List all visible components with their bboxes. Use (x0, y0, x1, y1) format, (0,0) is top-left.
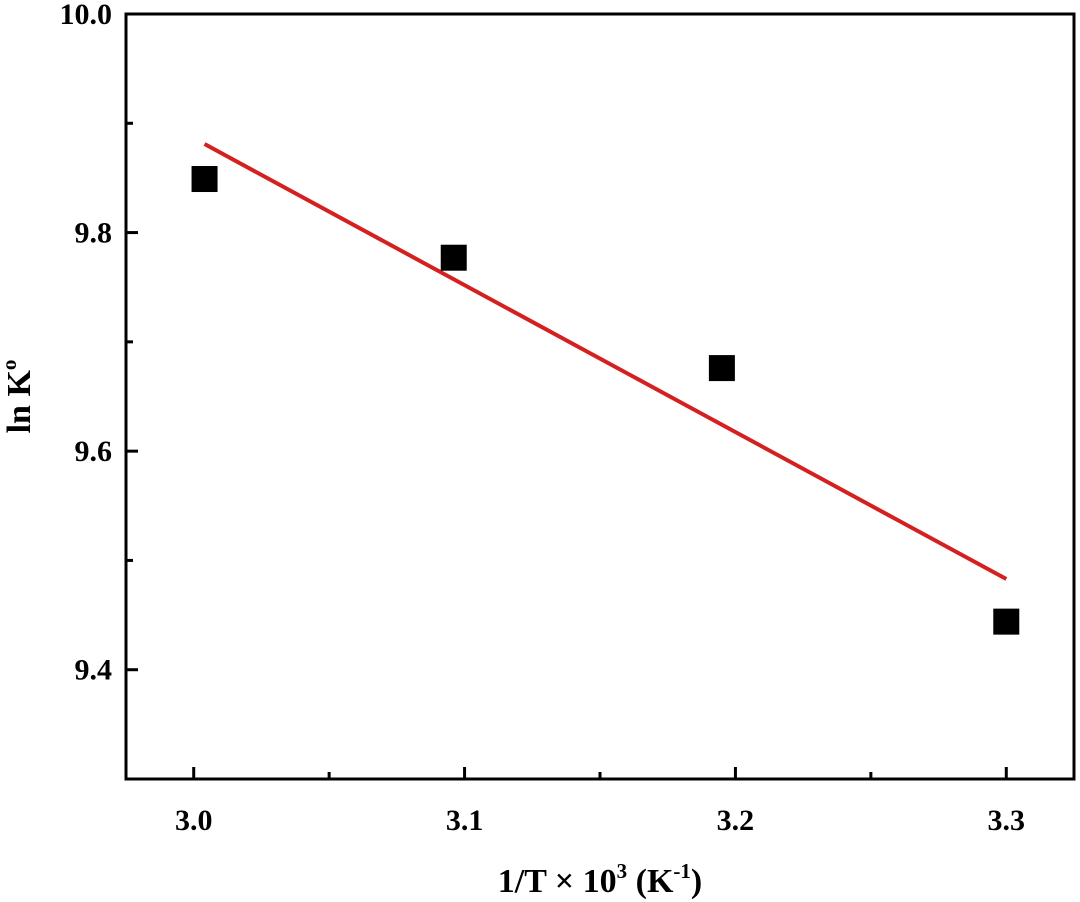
x-tick-label: 3.0 (175, 804, 213, 837)
data-point (993, 608, 1020, 635)
fit-line (203, 142, 1008, 581)
series-layer (191, 142, 1020, 635)
x-axis-title-exp: 3 (617, 859, 628, 883)
x-axis-title-unit-exp: -1 (673, 859, 691, 883)
x-axis-title-unit-open: (K (627, 863, 674, 900)
y-axis-title-main: ln K (1, 370, 38, 434)
x-tick-label: 3.3 (988, 804, 1026, 837)
plot-frame (124, 12, 1076, 781)
x-axis-title: 1/T × 103 (K-1) (498, 859, 703, 900)
y-tick-label: 10.0 (60, 0, 113, 31)
x-axis-title-unit-close: ) (691, 863, 702, 900)
tick-labels-layer: 3.0 3.1 3.2 3.3 9.4 9.6 9.8 10.0 (60, 0, 1026, 837)
y-tick-label: 9.4 (75, 654, 113, 687)
y-tick-label: 9.6 (75, 435, 113, 468)
data-point (440, 244, 467, 271)
data-point (191, 166, 218, 193)
y-tick-label: 9.8 (75, 217, 113, 250)
x-tick-label: 3.2 (717, 804, 755, 837)
x-tick-label: 3.1 (446, 804, 484, 837)
ticks-layer (126, 12, 1008, 779)
data-point (708, 355, 735, 382)
x-axis-title-main: 1/T × 10 (498, 863, 617, 900)
y-axis-title: ln Ko (0, 360, 38, 434)
y-axis-title-exp: o (0, 360, 21, 371)
